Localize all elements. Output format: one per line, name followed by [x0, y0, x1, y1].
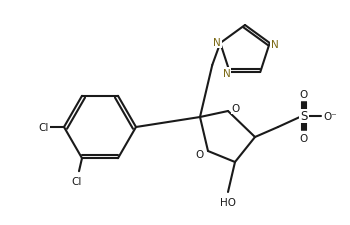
Text: O: O — [196, 149, 204, 159]
Text: HO: HO — [220, 197, 236, 207]
Text: Cl: Cl — [72, 176, 82, 186]
Text: O⁻: O⁻ — [323, 112, 337, 122]
Text: N: N — [223, 69, 231, 79]
Text: Cl: Cl — [39, 122, 49, 132]
Text: O: O — [232, 104, 240, 113]
Text: O: O — [300, 90, 308, 99]
Text: N: N — [271, 40, 279, 50]
Text: N: N — [214, 38, 221, 48]
Text: O: O — [300, 133, 308, 143]
Text: S: S — [300, 110, 308, 123]
